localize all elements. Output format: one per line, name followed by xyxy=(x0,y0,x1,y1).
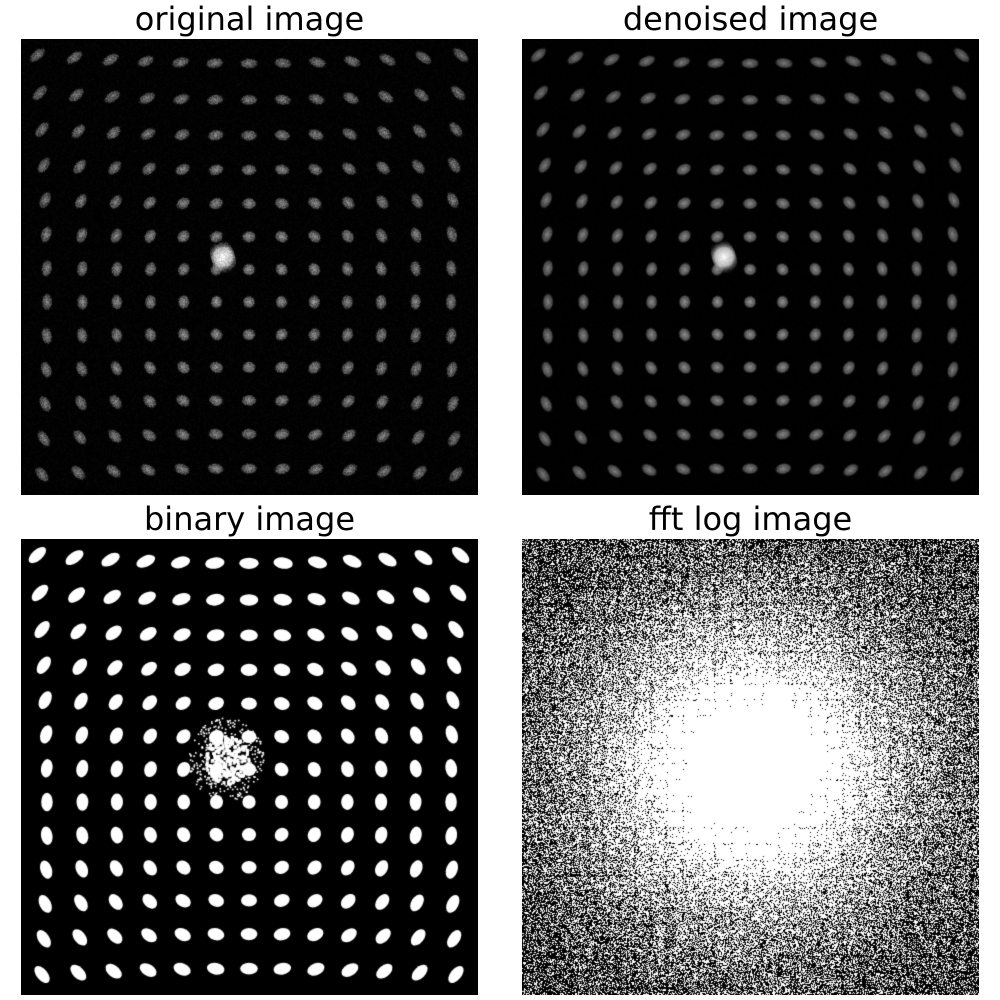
panel-title-original: original image xyxy=(134,0,365,38)
panel-title-fft: fft log image xyxy=(648,500,853,538)
binary-image xyxy=(21,539,478,995)
fft-log-image xyxy=(522,539,979,995)
original-image xyxy=(21,39,478,495)
panel-title-denoised: denoised image xyxy=(622,0,879,38)
denoised-image xyxy=(522,39,979,495)
panel-title-binary: binary image xyxy=(143,500,356,538)
